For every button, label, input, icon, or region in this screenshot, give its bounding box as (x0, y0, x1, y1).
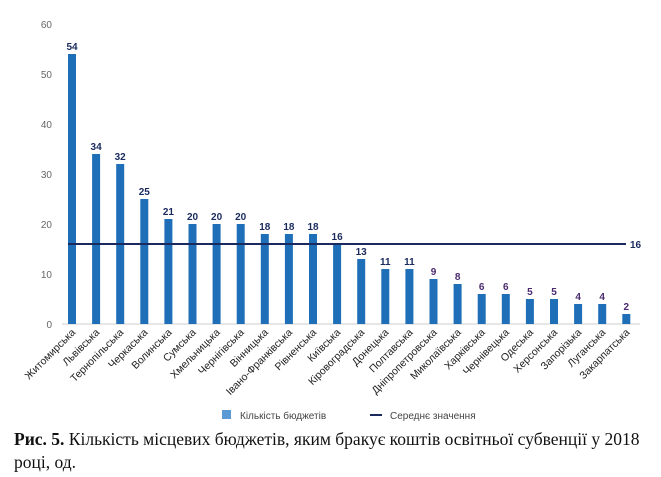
data-label: 54 (66, 42, 78, 53)
bar (164, 219, 173, 324)
y-tick-label: 50 (41, 70, 53, 81)
data-label: 5 (551, 287, 557, 298)
bar (284, 234, 293, 324)
y-tick-label: 30 (41, 170, 53, 181)
bar (598, 304, 607, 324)
data-label: 8 (455, 272, 461, 283)
bar (212, 224, 221, 324)
bar-chart: 010203040506054Житомирська34Львівська32Т… (23, 20, 642, 422)
mean-label: 16 (630, 240, 642, 251)
legend-swatch-bars (222, 410, 231, 419)
bar (550, 299, 558, 324)
figure-caption: Рис. 5. Кількість місцевих бюджетів, яки… (14, 428, 654, 474)
legend-label-mean: Середнє значення (390, 411, 476, 422)
data-label: 18 (307, 222, 319, 233)
caption-text: Кількість місцевих бюджетів, яким бракує… (14, 429, 640, 472)
bar (92, 154, 101, 324)
bar (260, 234, 269, 324)
y-tick-label: 20 (41, 220, 53, 231)
bar (453, 284, 462, 324)
data-label: 4 (575, 292, 581, 303)
caption-prefix: Рис. 5. (14, 429, 65, 449)
data-label: 6 (503, 282, 509, 293)
data-label: 20 (187, 212, 199, 223)
bar (574, 304, 583, 324)
bar (333, 244, 342, 324)
data-label: 2 (624, 302, 630, 313)
y-tick-label: 0 (46, 320, 52, 331)
y-tick-label: 10 (41, 270, 53, 281)
bar (309, 234, 317, 324)
data-label: 21 (163, 207, 175, 218)
data-label: 11 (404, 257, 415, 268)
data-label: 13 (356, 247, 368, 258)
data-label: 20 (235, 212, 247, 223)
legend-label-bars: Кількість бюджетів (240, 410, 326, 422)
bar (381, 269, 390, 324)
data-label: 34 (91, 142, 103, 153)
bar (622, 314, 631, 324)
data-label: 5 (527, 287, 533, 298)
data-label: 25 (139, 187, 151, 198)
bar (68, 54, 76, 324)
data-label: 9 (431, 267, 437, 278)
data-label: 4 (599, 292, 605, 303)
data-label: 32 (115, 152, 127, 163)
bar (357, 259, 366, 324)
bar (236, 224, 245, 324)
y-tick-label: 60 (41, 20, 53, 31)
bar (429, 279, 438, 324)
data-label: 18 (283, 222, 295, 233)
y-tick-label: 40 (41, 120, 53, 131)
bar (405, 269, 414, 324)
bar (525, 299, 534, 324)
bar (188, 224, 197, 324)
bar (140, 199, 149, 324)
data-label: 18 (259, 222, 271, 233)
data-label: 20 (211, 212, 223, 223)
bar (501, 294, 510, 324)
data-label: 11 (380, 257, 391, 268)
data-label: 16 (332, 232, 344, 243)
data-label: 6 (479, 282, 485, 293)
bar (477, 294, 486, 324)
